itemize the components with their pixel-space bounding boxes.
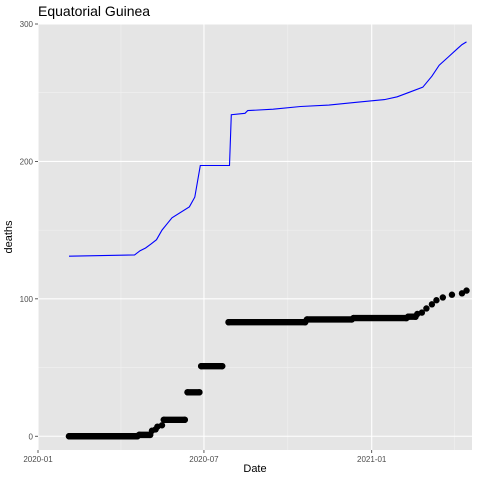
grid-minor — [38, 24, 472, 450]
data-point — [423, 305, 430, 312]
data-point — [158, 422, 166, 429]
data-point — [448, 291, 456, 298]
data-point — [218, 362, 226, 370]
x-tick-label: 2020-07 — [189, 455, 219, 464]
series-points-1 — [65, 287, 470, 440]
x-tick-label: 2020-01 — [23, 455, 53, 464]
plot-panel — [38, 24, 472, 450]
y-axis-title: deaths — [3, 220, 15, 254]
chart-title: Equatorial Guinea — [38, 3, 150, 19]
y-axis: 0 100 200 300 — [20, 20, 38, 441]
x-axis-title: Date — [243, 463, 266, 475]
x-axis: 2020-01 2020-07 2021-01 — [23, 450, 387, 464]
data-point — [196, 389, 203, 396]
series-layer — [65, 41, 470, 440]
data-point — [463, 287, 470, 294]
y-tick-label: 300 — [20, 20, 34, 29]
y-tick-label: 200 — [20, 157, 34, 166]
data-point — [181, 416, 188, 423]
data-point — [418, 309, 426, 316]
y-tick-label: 100 — [20, 295, 34, 304]
data-point — [439, 294, 447, 301]
x-tick-label: 2021-01 — [357, 455, 387, 464]
data-point — [428, 301, 436, 308]
y-tick-label: 0 — [29, 432, 34, 441]
series-line-0 — [68, 41, 467, 257]
data-point — [433, 297, 440, 304]
